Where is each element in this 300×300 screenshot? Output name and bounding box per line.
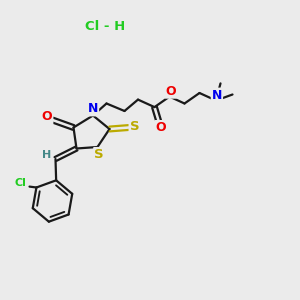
Text: H: H [43,150,52,161]
Text: N: N [212,88,222,102]
Text: N: N [88,102,98,116]
Text: S: S [94,148,104,161]
Text: O: O [42,110,52,124]
Text: S: S [130,120,139,134]
Text: Cl: Cl [15,178,26,188]
Text: O: O [165,85,176,98]
Text: O: O [155,121,166,134]
Text: Cl - H: Cl - H [85,20,125,34]
